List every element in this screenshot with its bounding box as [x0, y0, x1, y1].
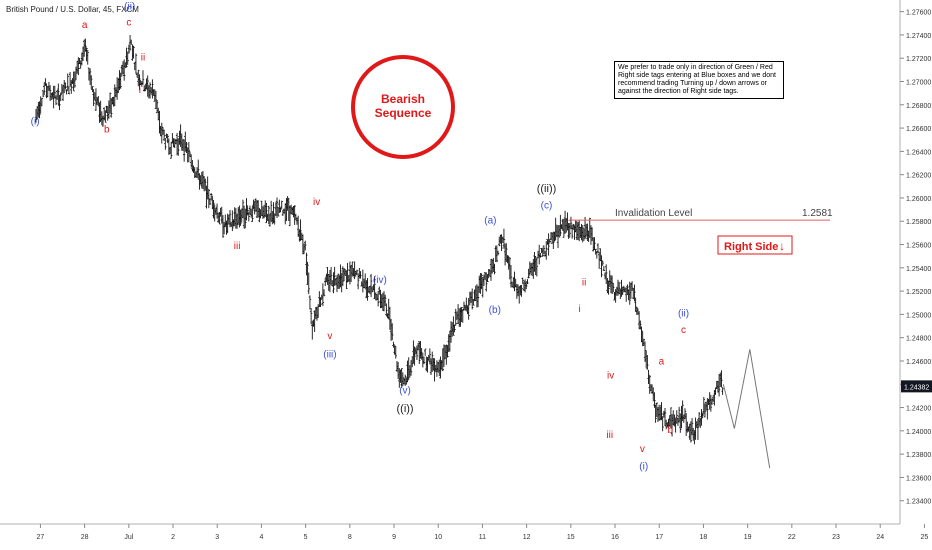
trading-note-line: against the direction of Right side tags… — [618, 88, 739, 95]
x-tick-label: 18 — [700, 534, 708, 541]
y-tick-label: 1.25600 — [906, 243, 931, 250]
y-tick-label: 1.25800 — [906, 219, 931, 226]
invalidation-value: 1.2581 — [802, 208, 833, 219]
wave-label: (a) — [484, 216, 496, 227]
trading-note: We prefer to trade only in direction of … — [614, 61, 784, 99]
trading-note-line: recommend trading Turning up / down arro… — [618, 80, 768, 87]
wave-label: b — [667, 425, 673, 436]
trading-note-line: We prefer to trade only in direction of … — [618, 64, 773, 71]
y-tick-label: 1.24000 — [906, 429, 931, 436]
wave-label: b — [104, 125, 110, 136]
y-tick-label: 1.27600 — [906, 10, 931, 17]
x-tick-label: 27 — [37, 534, 45, 541]
last-price-tag — [901, 380, 932, 393]
wave-label: ((ii)) — [537, 183, 557, 195]
invalidation-label: Invalidation Level — [615, 208, 692, 219]
x-tick-label: 19 — [744, 534, 752, 541]
wave-label: (i) — [639, 461, 648, 472]
y-tick-label: 1.25000 — [906, 312, 931, 319]
wave-label: ((i)) — [397, 403, 414, 415]
x-tick-label: 12 — [523, 534, 531, 541]
x-tick-label: 9 — [392, 534, 396, 541]
y-tick-label: 1.27400 — [906, 33, 931, 40]
wave-label: (iii) — [323, 349, 336, 360]
right-side-arrow: ↓ — [779, 239, 785, 253]
y-tick-label: 1.26600 — [906, 126, 931, 133]
x-tick-label: 10 — [434, 534, 442, 541]
bearish-label-line1: Bearish — [381, 92, 425, 106]
wave-label: (b) — [489, 305, 501, 316]
right-side-label: Right Side — [724, 241, 778, 253]
wave-label: (ii) — [678, 309, 689, 320]
wave-label: iv — [607, 370, 614, 381]
x-tick-label: 24 — [876, 534, 884, 541]
right-side-box — [717, 235, 793, 255]
bearish-sequence-circle — [351, 55, 455, 159]
x-tick-label: 3 — [215, 534, 219, 541]
wave-label: i — [579, 304, 581, 315]
y-tick-label: 1.25400 — [906, 266, 931, 273]
trading-note-line: Right side tags entering at Blue boxes a… — [618, 72, 776, 79]
y-tick-label: 1.27200 — [906, 56, 931, 63]
wave-label: a — [659, 356, 665, 367]
wave-label: ii — [141, 53, 145, 64]
wave-label: (v) — [399, 386, 411, 397]
wave-label: (iv) — [373, 275, 387, 286]
x-tick-label: 11 — [479, 534, 486, 541]
x-tick-label: 5 — [304, 534, 308, 541]
wave-label: iv — [313, 197, 320, 208]
wave-label: c — [126, 18, 131, 29]
x-tick-label: 23 — [832, 534, 840, 541]
wave-label: v — [640, 444, 645, 455]
x-tick-label: 28 — [81, 534, 89, 541]
wave-label: c — [681, 325, 686, 336]
wave-label: (ii) — [124, 1, 135, 12]
y-tick-label: 1.26400 — [906, 149, 931, 156]
y-tick-label: 1.24800 — [906, 336, 931, 343]
wave-label: (i) — [31, 117, 40, 128]
last-price-label: 1.24382 — [904, 384, 929, 391]
x-tick-label: 8 — [348, 534, 352, 541]
chart-title: British Pound / U.S. Dollar, 45, FXCM — [6, 5, 139, 14]
y-tick-label: 1.26800 — [906, 103, 931, 110]
y-tick-label: 1.23600 — [906, 475, 931, 482]
x-tick-label: 2 — [171, 534, 175, 541]
bearish-label-line2: Sequence — [375, 106, 432, 120]
y-tick-label: 1.27000 — [906, 80, 931, 87]
x-tick-label: 16 — [611, 534, 619, 541]
y-tick-label: 1.25200 — [906, 289, 931, 296]
y-tick-label: 1.23400 — [906, 499, 931, 506]
wave-label: v — [327, 331, 332, 342]
wave-label: iii — [234, 241, 241, 252]
wave-label: i — [139, 85, 141, 96]
y-tick-label: 1.24600 — [906, 359, 931, 366]
wave-label: (c) — [541, 200, 553, 211]
y-tick-label: 1.26000 — [906, 196, 931, 203]
x-tick-label: 15 — [567, 534, 575, 541]
x-tick-label: Jul — [124, 534, 133, 541]
projection-path — [722, 349, 771, 469]
wave-label: ii — [582, 277, 586, 288]
wave-label: a — [82, 20, 88, 31]
x-tick-label: 22 — [788, 534, 796, 541]
x-tick-label: 25 — [921, 534, 929, 541]
y-tick-label: 1.26200 — [906, 173, 931, 180]
x-tick-label: 17 — [655, 534, 663, 541]
y-tick-label: 1.23800 — [906, 452, 931, 459]
x-tick-label: 4 — [259, 534, 263, 541]
y-tick-label: 1.24200 — [906, 406, 931, 413]
wave-label: iii — [606, 430, 613, 441]
